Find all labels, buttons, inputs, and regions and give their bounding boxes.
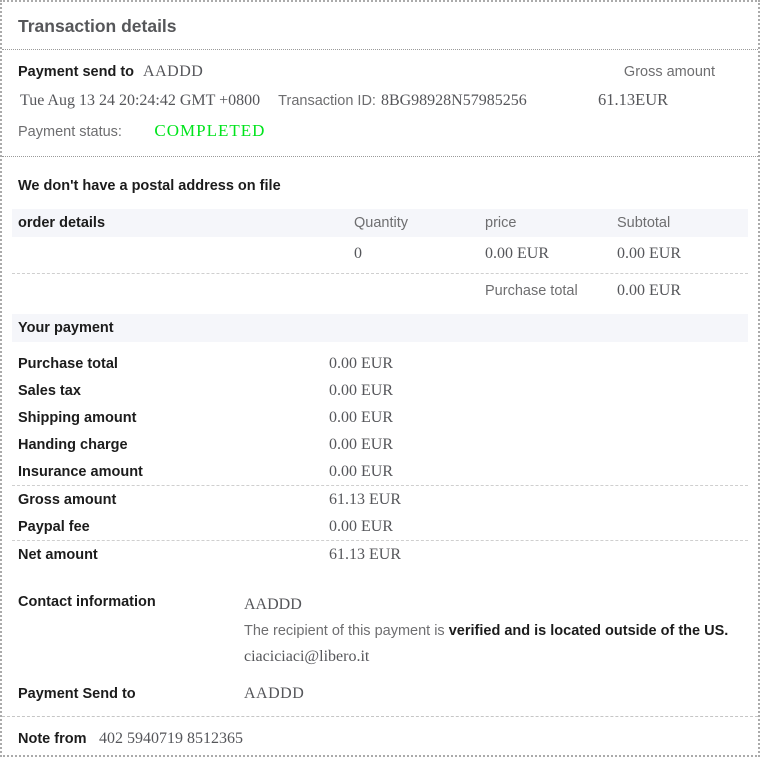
payment-row-paypal-fee: Paypal fee 0.00 EUR [12, 513, 748, 540]
summary-row-3: Payment status: COMPLETED [18, 120, 742, 143]
column-header-quantity: Quantity [354, 215, 408, 231]
recipient-text: The recipient of this payment is [244, 623, 449, 639]
payment-send-to: Payment send to AADDD [18, 61, 203, 83]
contact-email: ciaciciaci@libero.it [244, 648, 370, 665]
payment-row-value: 61.13 EUR [329, 545, 401, 563]
payment-row-value: 0.00 EUR [329, 408, 393, 426]
payment-row-value: 0.00 EUR [329, 381, 393, 399]
note-from-section: Note from 402 5940719 8512365 [2, 717, 758, 755]
order-price-value: 0.00 EUR [485, 245, 549, 262]
transaction-id-label: Transaction ID: [278, 93, 376, 109]
order-details-title: order details [18, 215, 106, 231]
payment-row-value: 0.00 EUR [329, 517, 393, 535]
contact-information-label: Contact information [18, 594, 156, 610]
payment-summary: Payment send to AADDD Gross amount Tue Au… [2, 50, 758, 157]
payment-row-label: Handing charge [18, 436, 128, 453]
payment-row-sales-tax: Sales tax 0.00 EUR [12, 377, 748, 404]
note-from-label: Note from [18, 731, 87, 747]
payment-row-value: 61.13 EUR [329, 490, 401, 508]
payment-row-handing-charge: Handing charge 0.00 EUR [12, 431, 748, 458]
order-table-row: 0 0.00 EUR 0.00 EUR [12, 237, 748, 273]
payment-row-label: Gross amount [18, 491, 117, 508]
gross-amount-value: 61.13EUR [598, 90, 669, 109]
payment-row-value: 0.00 EUR [329, 462, 393, 480]
recipient-verified-text: verified and is located outside of the U… [448, 623, 729, 639]
summary-row-2: Tue Aug 13 24 20:24:42 GMT +0800 Transac… [18, 89, 742, 112]
payment-row-label: Paypal fee [18, 518, 90, 535]
gross-amount-label: Gross amount [623, 64, 715, 80]
payment-send-to-bottom-label: Payment Send to [18, 686, 136, 702]
payment-row-shipping-amount: Shipping amount 0.00 EUR [12, 404, 748, 431]
order-details-header-row: order details Quantity price Subtotal [12, 209, 748, 237]
payment-rows-divider [12, 540, 748, 541]
payment-row-label: Net amount [18, 546, 98, 563]
summary-row-1: Payment send to AADDD Gross amount [18, 61, 742, 83]
postal-address-notice: We don't have a postal address on file [18, 178, 281, 194]
page-header: Transaction details [2, 2, 758, 50]
column-header-price: price [485, 215, 517, 231]
contact-information-section: Contact information AADDD The recipient … [18, 592, 742, 670]
purchase-total-row: Purchase total 0.00 EUR [12, 274, 748, 308]
contact-information-body: AADDD The recipient of this payment is v… [244, 592, 728, 670]
transaction-id-value: 8BG98928N57985256 [380, 92, 527, 109]
payment-send-to-label: Payment send to [18, 64, 135, 80]
transaction-date: Tue Aug 13 24 20:24:42 GMT +0800 [20, 92, 261, 109]
your-payment-rows: Purchase total 0.00 EUR Sales tax 0.00 E… [12, 350, 748, 568]
payment-row-net-amount: Net amount 61.13 EUR [12, 541, 748, 568]
payment-row-purchase-total: Purchase total 0.00 EUR [12, 350, 748, 377]
your-payment-header-row: Your payment [12, 314, 748, 342]
order-table-divider [12, 273, 748, 274]
column-header-subtotal: Subtotal [617, 215, 671, 231]
payment-row-label: Purchase total [18, 355, 118, 372]
payment-status-value: COMPLETED [154, 121, 266, 140]
payment-send-to-bottom-value: AADDD [244, 685, 305, 702]
note-from-value: 402 5940719 8512365 [98, 730, 243, 747]
note-divider [2, 716, 758, 717]
purchase-total-value: 0.00 EUR [617, 282, 681, 299]
your-payment-title: Your payment [18, 320, 114, 336]
payment-row-value: 0.00 EUR [329, 435, 393, 453]
payment-row-gross-amount: Gross amount 61.13 EUR [12, 486, 748, 513]
contact-name: AADDD [244, 596, 302, 613]
purchase-total-label: Purchase total [485, 283, 578, 299]
payment-send-to-section: Payment Send to AADDD [18, 682, 742, 706]
payment-row-label: Insurance amount [18, 463, 143, 480]
payment-row-label: Sales tax [18, 382, 81, 399]
payment-row-insurance-amount: Insurance amount 0.00 EUR [12, 458, 748, 485]
payment-rows-divider [12, 485, 748, 486]
order-subtotal-value: 0.00 EUR [617, 245, 681, 262]
payment-row-value: 0.00 EUR [329, 354, 393, 372]
payment-send-to-value: AADDD [143, 63, 204, 80]
order-quantity-value: 0 [354, 245, 362, 262]
recipient-verification-line: The recipient of this payment is verifie… [244, 618, 728, 644]
payment-row-label: Shipping amount [18, 409, 137, 426]
page-title: Transaction details [18, 16, 177, 36]
payment-status-label: Payment status: [18, 124, 122, 140]
